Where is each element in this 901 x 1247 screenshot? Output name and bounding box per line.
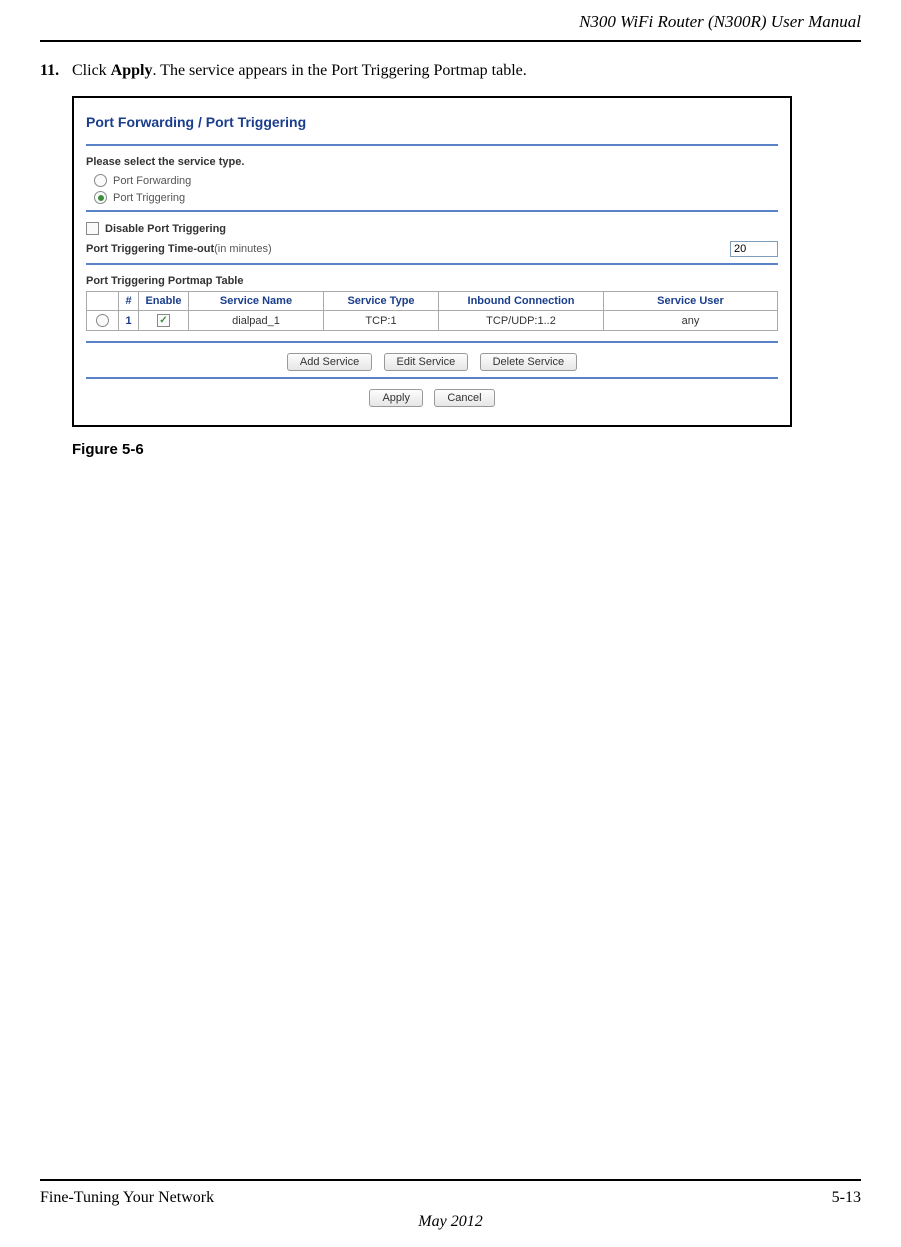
table-header-row: # Enable Service Name Service Type Inbou… bbox=[87, 292, 778, 311]
delete-service-button[interactable]: Delete Service bbox=[480, 353, 578, 371]
step-11: 11. Click Apply. The service appears in … bbox=[40, 62, 861, 80]
col-inbound: Inbound Connection bbox=[439, 292, 604, 311]
radio-port-triggering[interactable] bbox=[94, 191, 107, 204]
step-suffix: . The service appears in the Port Trigge… bbox=[152, 62, 526, 79]
row-inbound: TCP/UDP:1..2 bbox=[439, 311, 604, 331]
disable-triggering-checkbox[interactable] bbox=[86, 222, 99, 235]
figure-title: Port Forwarding / Port Triggering bbox=[86, 114, 778, 130]
portmap-table-title: Port Triggering Portmap Table bbox=[86, 275, 778, 287]
step-number: 11. bbox=[40, 62, 72, 80]
footer-section: Fine-Tuning Your Network bbox=[40, 1189, 214, 1207]
row-service-user: any bbox=[604, 311, 778, 331]
divider bbox=[86, 144, 778, 146]
radio-port-forwarding-row[interactable]: Port Forwarding bbox=[94, 174, 778, 187]
row-radio[interactable] bbox=[96, 314, 109, 327]
step-bold: Apply bbox=[111, 62, 153, 79]
page-body: 11. Click Apply. The service appears in … bbox=[40, 42, 861, 458]
row-service-name: dialpad_1 bbox=[189, 311, 324, 331]
divider bbox=[86, 377, 778, 379]
radio-port-triggering-row[interactable]: Port Triggering bbox=[94, 191, 778, 204]
add-service-button[interactable]: Add Service bbox=[287, 353, 372, 371]
step-text: Click Apply. The service appears in the … bbox=[72, 62, 861, 80]
col-service-name: Service Name bbox=[189, 292, 324, 311]
timeout-row: Port Triggering Time-out (in minutes) bbox=[86, 241, 778, 257]
disable-triggering-row[interactable]: Disable Port Triggering bbox=[86, 222, 778, 235]
divider bbox=[86, 263, 778, 265]
row-hash: 1 bbox=[119, 311, 139, 331]
row-enable-checkbox[interactable] bbox=[157, 314, 170, 327]
page-footer: Fine-Tuning Your Network 5-13 May 2012 bbox=[40, 1179, 861, 1231]
col-enable: Enable bbox=[139, 292, 189, 311]
row-enable-cell[interactable] bbox=[139, 311, 189, 331]
cancel-button[interactable]: Cancel bbox=[434, 389, 494, 407]
col-service-type: Service Type bbox=[324, 292, 439, 311]
footer-date: May 2012 bbox=[40, 1213, 861, 1231]
figure-screenshot: Port Forwarding / Port Triggering Please… bbox=[72, 96, 792, 427]
edit-service-button[interactable]: Edit Service bbox=[384, 353, 469, 371]
col-hash: # bbox=[119, 292, 139, 311]
page-header: N300 WiFi Router (N300R) User Manual bbox=[40, 0, 861, 42]
timeout-label-bold: Port Triggering Time-out bbox=[86, 243, 214, 255]
divider bbox=[86, 341, 778, 343]
timeout-input[interactable] bbox=[730, 241, 778, 257]
col-service-user: Service User bbox=[604, 292, 778, 311]
figure-caption: Figure 5-6 bbox=[72, 441, 861, 458]
service-buttons-row: Add Service Edit Service Delete Service bbox=[86, 353, 778, 371]
divider bbox=[86, 210, 778, 212]
radio-port-forwarding-label: Port Forwarding bbox=[113, 175, 191, 187]
row-service-type: TCP:1 bbox=[324, 311, 439, 331]
radio-port-forwarding[interactable] bbox=[94, 174, 107, 187]
table-row: 1 dialpad_1 TCP:1 TCP/UDP:1..2 any bbox=[87, 311, 778, 331]
apply-button[interactable]: Apply bbox=[369, 389, 423, 407]
manual-title: N300 WiFi Router (N300R) User Manual bbox=[579, 12, 861, 31]
apply-cancel-row: Apply Cancel bbox=[86, 389, 778, 407]
timeout-label-plain: (in minutes) bbox=[214, 243, 271, 255]
step-prefix: Click bbox=[72, 62, 111, 79]
radio-port-triggering-label: Port Triggering bbox=[113, 192, 185, 204]
row-select-cell[interactable] bbox=[87, 311, 119, 331]
service-type-label: Please select the service type. bbox=[86, 156, 778, 168]
footer-page: 5-13 bbox=[832, 1189, 861, 1207]
col-select bbox=[87, 292, 119, 311]
disable-triggering-label: Disable Port Triggering bbox=[105, 223, 226, 235]
portmap-table: # Enable Service Name Service Type Inbou… bbox=[86, 291, 778, 331]
footer-line: Fine-Tuning Your Network 5-13 bbox=[40, 1189, 861, 1207]
